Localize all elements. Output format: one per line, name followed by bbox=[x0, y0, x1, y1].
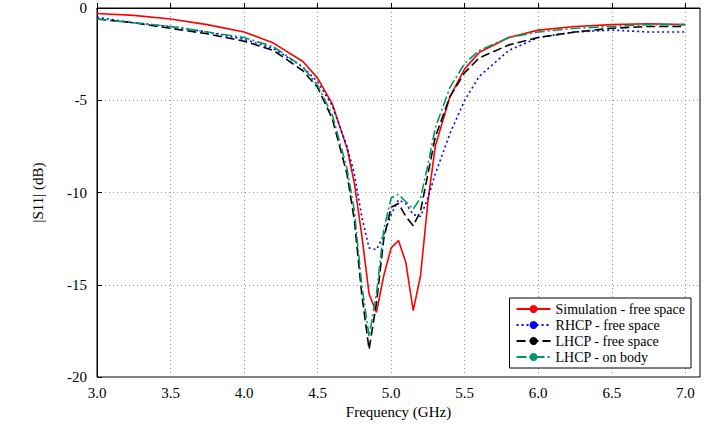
svg-text:|S11| (dB): |S11| (dB) bbox=[30, 162, 47, 222]
svg-text:Frequency (GHz): Frequency (GHz) bbox=[346, 404, 451, 421]
svg-text:6.5: 6.5 bbox=[602, 385, 621, 401]
svg-text:3.5: 3.5 bbox=[161, 385, 180, 401]
svg-text:Simulation - free space: Simulation - free space bbox=[556, 302, 685, 317]
svg-text:5.5: 5.5 bbox=[455, 385, 474, 401]
svg-text:-5: -5 bbox=[75, 92, 88, 108]
svg-text:3.0: 3.0 bbox=[88, 385, 107, 401]
svg-text:7.0: 7.0 bbox=[676, 385, 695, 401]
svg-text:5.0: 5.0 bbox=[382, 385, 401, 401]
svg-text:4.0: 4.0 bbox=[235, 385, 254, 401]
svg-text:LHCP - free space: LHCP - free space bbox=[556, 334, 659, 349]
svg-text:6.0: 6.0 bbox=[529, 385, 548, 401]
svg-text:LHCP - on body: LHCP - on body bbox=[556, 350, 648, 365]
svg-text:-10: -10 bbox=[67, 185, 87, 201]
svg-text:RHCP - free space: RHCP - free space bbox=[556, 318, 660, 333]
svg-text:-15: -15 bbox=[67, 277, 87, 293]
svg-text:4.5: 4.5 bbox=[308, 385, 327, 401]
svg-text:-20: -20 bbox=[67, 369, 87, 385]
svg-text:0: 0 bbox=[80, 0, 88, 16]
